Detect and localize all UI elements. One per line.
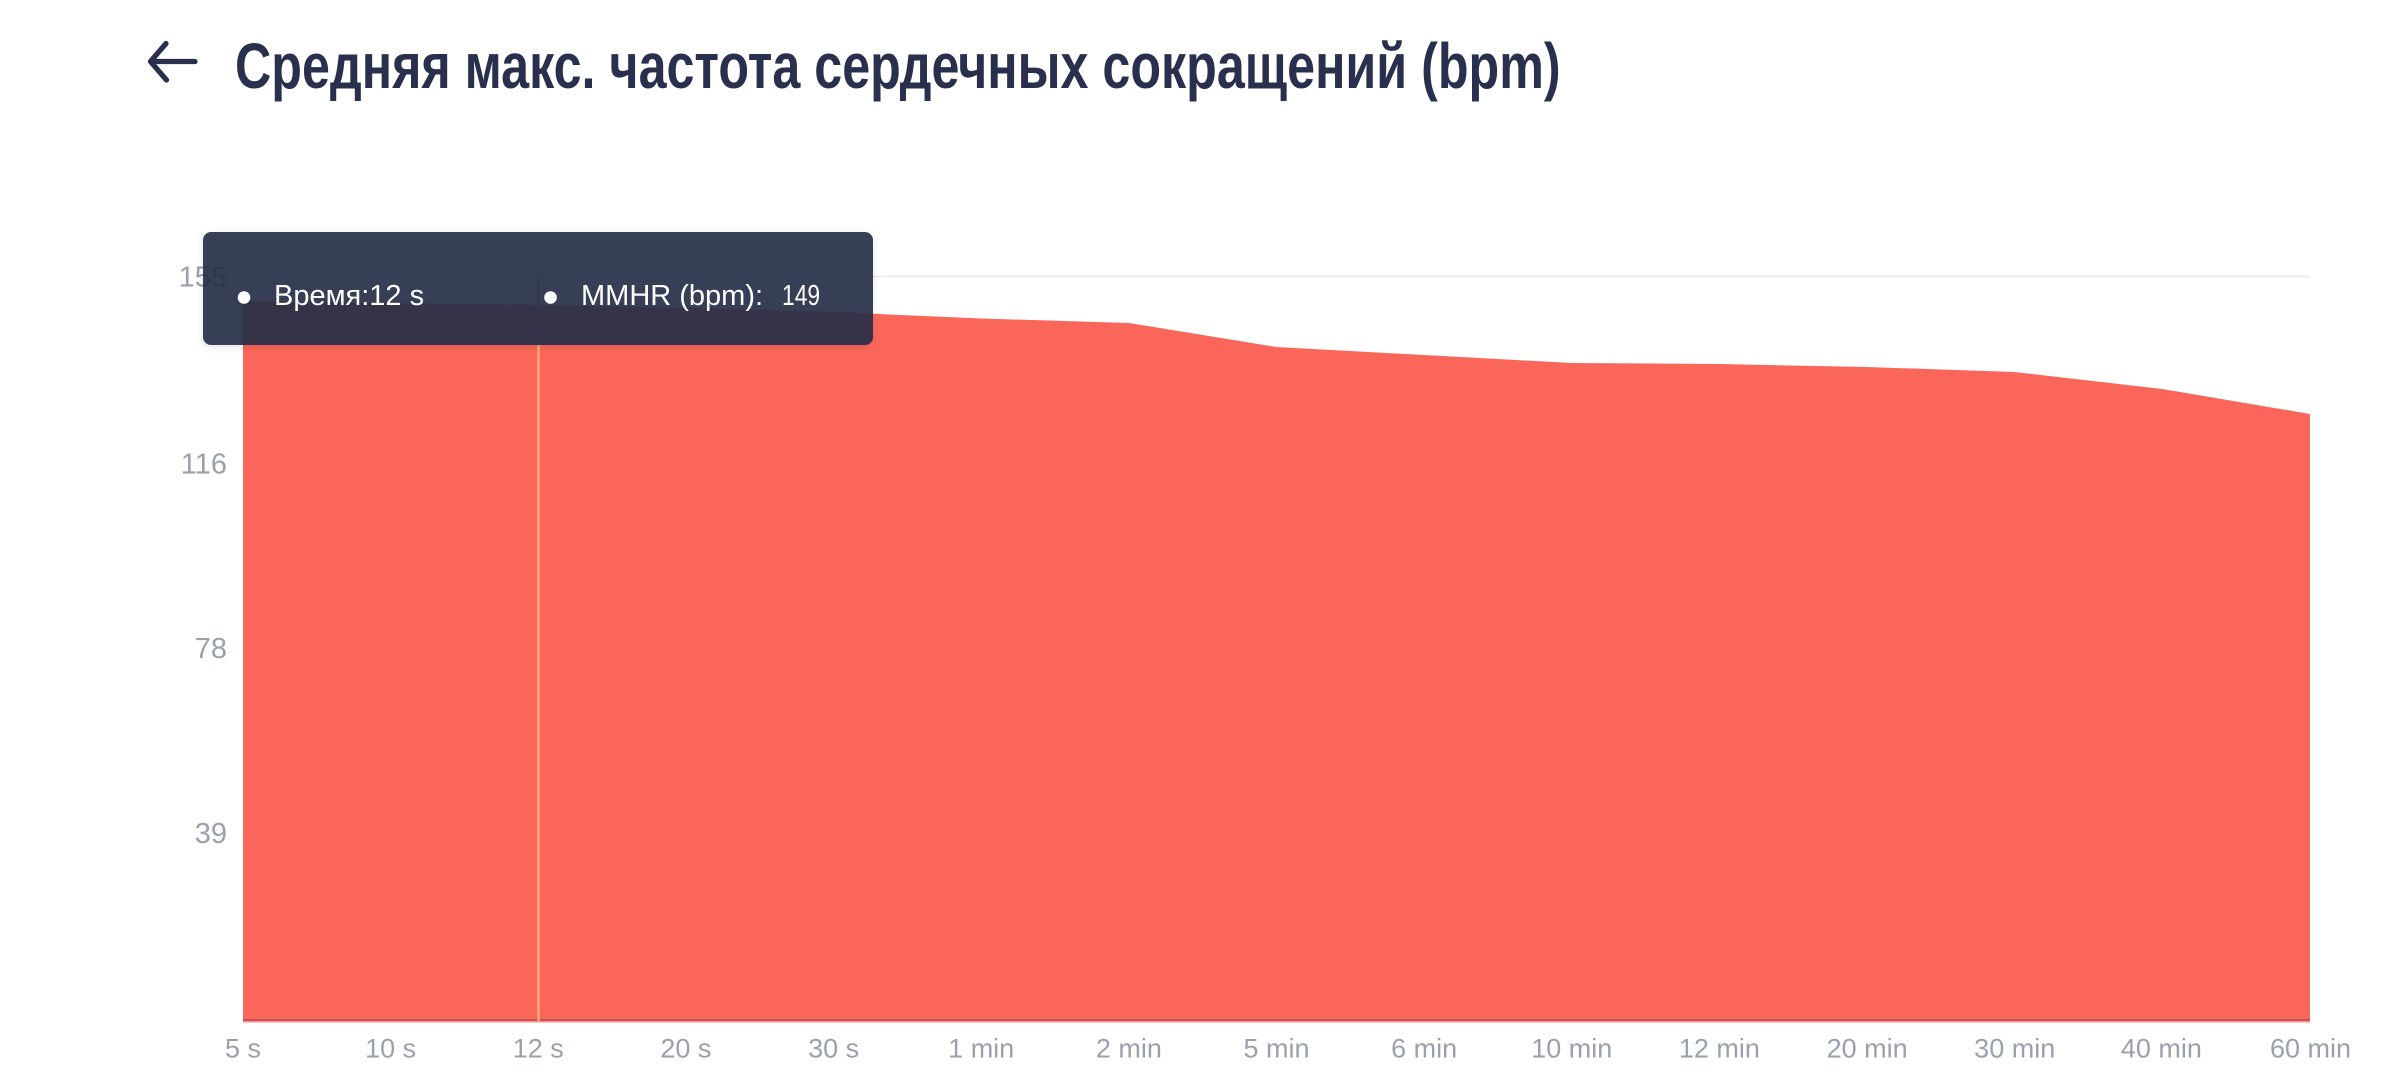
- svg-text:12 min: 12 min: [1679, 1034, 1760, 1064]
- svg-text:2 min: 2 min: [1096, 1034, 1162, 1064]
- svg-text:Время:12 s: Время:12 s: [274, 280, 424, 312]
- svg-text:6 min: 6 min: [1391, 1034, 1457, 1064]
- svg-text:30 min: 30 min: [1974, 1034, 2055, 1064]
- svg-text:12 s: 12 s: [513, 1034, 564, 1064]
- svg-text:78: 78: [195, 633, 227, 665]
- svg-text:60 min: 60 min: [2270, 1034, 2351, 1064]
- svg-text:10 min: 10 min: [1531, 1034, 1612, 1064]
- svg-text:20 min: 20 min: [1827, 1034, 1908, 1064]
- svg-text:116: 116: [181, 448, 227, 480]
- svg-text:5 min: 5 min: [1243, 1034, 1309, 1064]
- svg-text:39: 39: [195, 818, 227, 850]
- svg-text:5 s: 5 s: [225, 1034, 261, 1064]
- svg-text:Средняя макс. частота сердечны: Средняя макс. частота сердечных сокращен…: [235, 31, 1561, 102]
- svg-text:1 min: 1 min: [948, 1034, 1014, 1064]
- svg-text:40 min: 40 min: [2121, 1034, 2202, 1064]
- svg-text:20 s: 20 s: [660, 1034, 711, 1064]
- svg-text:MMHR (bpm):149: MMHR (bpm): 149: [581, 280, 820, 312]
- svg-text:10 s: 10 s: [365, 1034, 416, 1064]
- svg-text:30 s: 30 s: [808, 1034, 859, 1064]
